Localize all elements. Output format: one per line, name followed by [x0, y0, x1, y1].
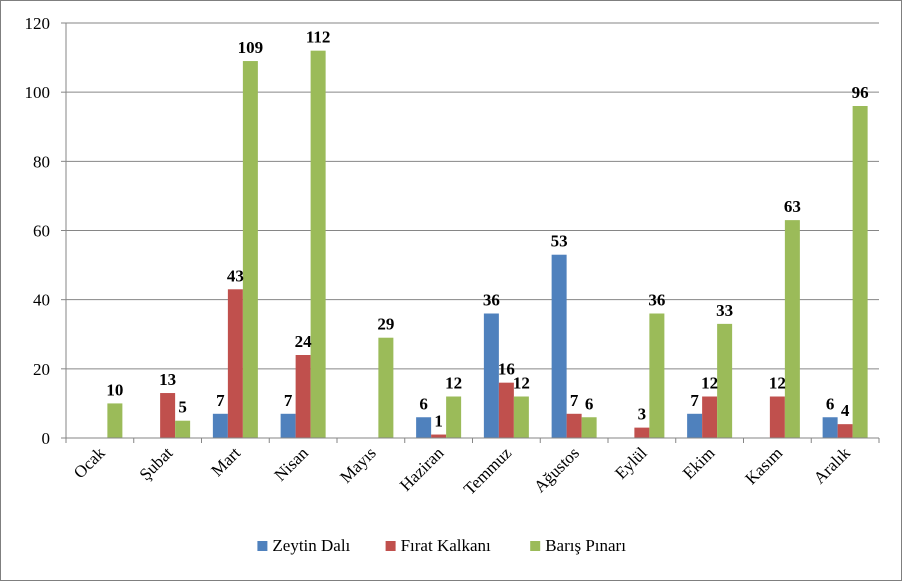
y-tick-label: 120	[25, 14, 51, 33]
bar	[551, 254, 567, 438]
bars	[107, 50, 868, 439]
bar	[687, 413, 703, 438]
bar	[852, 106, 868, 438]
data-label: 109	[238, 38, 264, 57]
x-category-label: Şubat	[136, 443, 177, 484]
bar	[634, 427, 650, 438]
x-category-label: Eylül	[611, 443, 651, 483]
data-label: 36	[483, 291, 500, 310]
y-tick-label: 100	[25, 83, 51, 102]
bar	[784, 220, 800, 438]
data-label: 13	[159, 370, 176, 389]
data-label: 7	[216, 391, 225, 410]
x-axis-categories: Ocak Şubat Mart Nisan Mayıs Haziran Temmuz Ağus…	[70, 443, 854, 499]
legend: Zeytin Dalı Fırat Kalkanı Barış Pınarı	[257, 536, 626, 555]
x-category-label: Mart	[207, 443, 244, 480]
bar	[227, 289, 243, 438]
data-label: 10	[106, 380, 123, 399]
bar	[649, 313, 665, 438]
bar	[175, 420, 191, 438]
legend-swatch	[257, 541, 268, 551]
data-label: 29	[377, 315, 394, 334]
data-label: 63	[784, 197, 801, 216]
data-label: 12	[445, 374, 462, 393]
bar	[513, 396, 529, 438]
data-label: 12	[769, 374, 786, 393]
x-category-label: Aralık	[810, 443, 854, 487]
bar	[295, 355, 311, 438]
bar	[378, 337, 394, 438]
data-label: 16	[498, 360, 515, 379]
bar	[310, 50, 326, 439]
data-label: 6	[419, 394, 428, 413]
data-label: 24	[295, 332, 313, 351]
bar	[769, 396, 785, 438]
data-label: 12	[513, 374, 530, 393]
data-label: 6	[585, 394, 594, 413]
bar	[702, 396, 718, 438]
data-label: 4	[841, 401, 850, 420]
bar	[822, 417, 838, 438]
data-label: 5	[178, 398, 187, 417]
bar	[280, 413, 296, 438]
data-label: 53	[551, 232, 568, 251]
y-tick-label: 80	[33, 152, 50, 171]
data-label: 3	[638, 405, 647, 424]
x-category-label: Temmuz	[460, 443, 516, 499]
data-label: 12	[701, 374, 718, 393]
bar	[431, 434, 447, 438]
data-label: 96	[852, 83, 869, 102]
bar	[566, 413, 582, 438]
legend-swatch	[530, 541, 541, 551]
bar	[483, 313, 499, 438]
y-tick-label: 20	[33, 360, 50, 379]
data-label: 33	[716, 301, 733, 320]
bar	[416, 417, 432, 438]
x-category-label: Ağustos	[530, 443, 583, 496]
y-axis-ticks: 0 20 40 60 80 100 120	[25, 14, 66, 448]
bar	[581, 417, 597, 438]
x-category-label: Mayıs	[336, 443, 379, 486]
bar	[160, 393, 176, 438]
data-label: 7	[570, 391, 579, 410]
bar	[242, 61, 258, 439]
bar	[107, 403, 123, 438]
y-tick-label: 60	[33, 222, 50, 241]
data-label: 36	[648, 291, 665, 310]
x-category-label: Kasım	[741, 443, 786, 488]
bar	[837, 424, 853, 438]
x-category-label: Ekim	[679, 443, 718, 482]
legend-swatch	[385, 541, 396, 551]
data-label: 6	[826, 394, 835, 413]
x-category-label: Haziran	[396, 443, 448, 495]
legend-label: Fırat Kalkanı	[401, 536, 491, 555]
data-label: 43	[227, 266, 244, 285]
bar	[212, 413, 228, 438]
axes	[65, 23, 880, 443]
gridlines	[66, 22, 879, 370]
data-label: 7	[690, 391, 699, 410]
data-label: 112	[306, 28, 331, 47]
bar	[498, 382, 514, 438]
data-label: 7	[284, 391, 293, 410]
bar	[446, 396, 462, 438]
x-category-label: Ocak	[70, 443, 109, 482]
y-tick-label: 40	[33, 291, 50, 310]
x-category-label: Nisan	[270, 443, 312, 485]
data-label: 1	[434, 412, 443, 431]
bar	[717, 323, 733, 438]
legend-label: Barış Pınarı	[545, 536, 626, 555]
legend-label: Zeytin Dalı	[272, 536, 350, 555]
y-tick-label: 0	[42, 429, 51, 448]
